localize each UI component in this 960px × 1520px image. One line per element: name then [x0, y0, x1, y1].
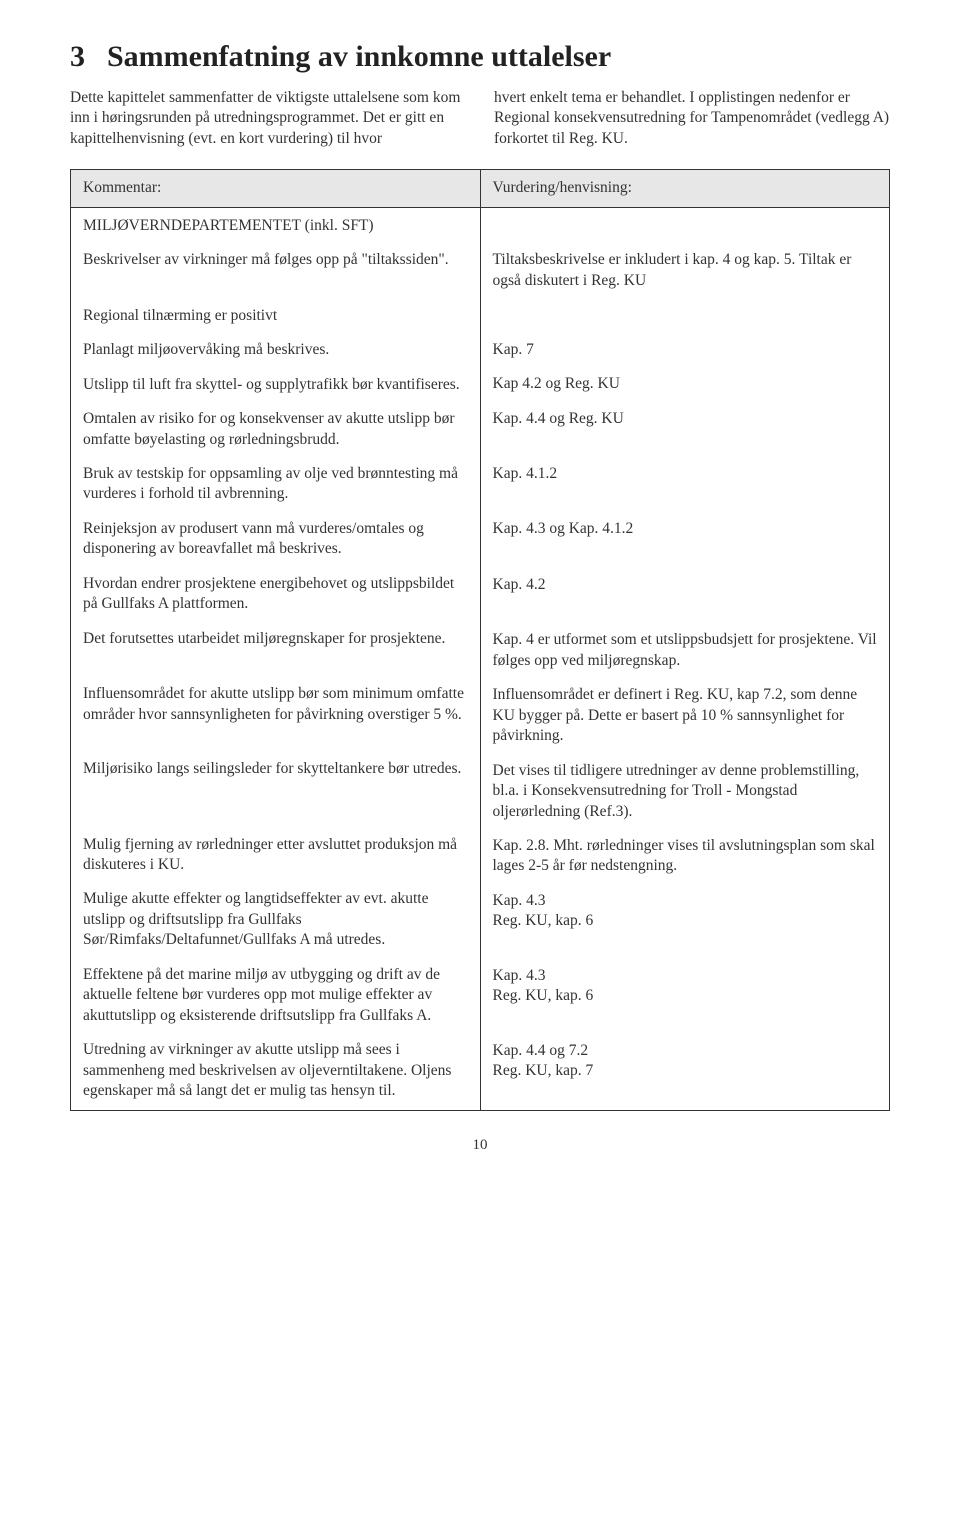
kommentar-para: MILJØVERNDEPARTEMENTET (inkl. SFT): [83, 216, 468, 236]
kommentar-para: Effektene på det marine miljø av utbyggi…: [83, 965, 468, 1026]
vurdering-para: Kap. 4.3Reg. KU, kap. 6: [493, 891, 878, 932]
kommentar-para: Hvordan endrer prosjektene energibehovet…: [83, 574, 468, 615]
vurdering-para: [493, 216, 878, 236]
kommentar-cell: MILJØVERNDEPARTEMENTET (inkl. SFT) Beskri…: [71, 207, 481, 1110]
page: 3 Sammenfatning av innkomne uttalelser De…: [0, 0, 960, 1184]
vurdering-para: Kap 4.2 og Reg. KU: [493, 374, 878, 394]
kommentar-para: Reinjeksjon av produsert vann må vurdere…: [83, 519, 468, 560]
vurdering-para: Kap. 4.1.2: [493, 464, 878, 484]
intro-columns: Dette kapittelet sammenfatter de viktigs…: [70, 88, 890, 149]
kommentar-para: Bruk av testskip for oppsamling av olje …: [83, 464, 468, 505]
chapter-number: 3: [70, 40, 85, 74]
kommentar-para: Influensområdet for akutte utslipp bør s…: [83, 684, 468, 725]
vurdering-para: Det vises til tidligere utredninger av d…: [493, 761, 878, 822]
kommentar-para: Utredning av virkninger av akutte utslip…: [83, 1040, 468, 1101]
vurdering-para: [493, 305, 878, 325]
vurdering-para: Kap. 4.3 og Kap. 4.1.2: [493, 519, 878, 539]
intro-right: hvert enkelt tema er behandlet. I opplis…: [494, 88, 890, 149]
vurdering-para: Tiltaksbeskrivelse er inkludert i kap. 4…: [493, 250, 878, 291]
kommentar-para: Beskrivelser av virkninger må følges opp…: [83, 250, 468, 270]
kommentar-para: Det forutsettes utarbeidet miljøregnskap…: [83, 629, 468, 649]
kommentar-para: Mulig fjerning av rørledninger etter avs…: [83, 835, 468, 876]
header-vurdering: Vurdering/henvisning:: [480, 170, 890, 207]
vurdering-para: Kap. 2.8. Mht. rørledninger vises til av…: [493, 836, 878, 877]
kommentar-para: Planlagt miljøovervåking må beskrives.: [83, 340, 468, 360]
kommentar-para: Omtalen av risiko for og konsekvenser av…: [83, 409, 468, 450]
vurdering-para: Influensområdet er definert i Reg. KU, k…: [493, 685, 878, 746]
intro-left: Dette kapittelet sammenfatter de viktigs…: [70, 88, 466, 149]
vurdering-para: Kap. 4.2: [493, 575, 878, 595]
vurdering-para: Kap. 4.3Reg. KU, kap. 6: [493, 966, 878, 1007]
comments-table: Kommentar: Vurdering/henvisning: MILJØVE…: [70, 169, 890, 1110]
vurdering-para: Kap. 7: [493, 340, 878, 360]
vurdering-para: Kap. 4.4 og Reg. KU: [493, 409, 878, 429]
table-header-row: Kommentar: Vurdering/henvisning:: [71, 170, 890, 207]
header-kommentar: Kommentar:: [71, 170, 481, 207]
vurdering-para: Kap. 4.4 og 7.2Reg. KU, kap. 7: [493, 1041, 878, 1082]
page-number: 10: [70, 1137, 890, 1154]
chapter-title-text: Sammenfatning av innkomne uttalelser: [107, 40, 611, 73]
chapter-title: 3 Sammenfatning av innkomne uttalelser: [70, 40, 890, 74]
vurdering-para: Kap. 4 er utformet som et utslippsbudsje…: [493, 630, 878, 671]
kommentar-para: Regional tilnærming er positivt: [83, 306, 468, 326]
kommentar-para: Miljørisiko langs seilingsleder for skyt…: [83, 759, 468, 779]
table-body-row: MILJØVERNDEPARTEMENTET (inkl. SFT) Beskri…: [71, 207, 890, 1110]
kommentar-para: Mulige akutte effekter og langtidseffekt…: [83, 889, 468, 950]
vurdering-cell: Tiltaksbeskrivelse er inkludert i kap. 4…: [480, 207, 890, 1110]
kommentar-para: Utslipp til luft fra skyttel- og supplyt…: [83, 375, 468, 395]
